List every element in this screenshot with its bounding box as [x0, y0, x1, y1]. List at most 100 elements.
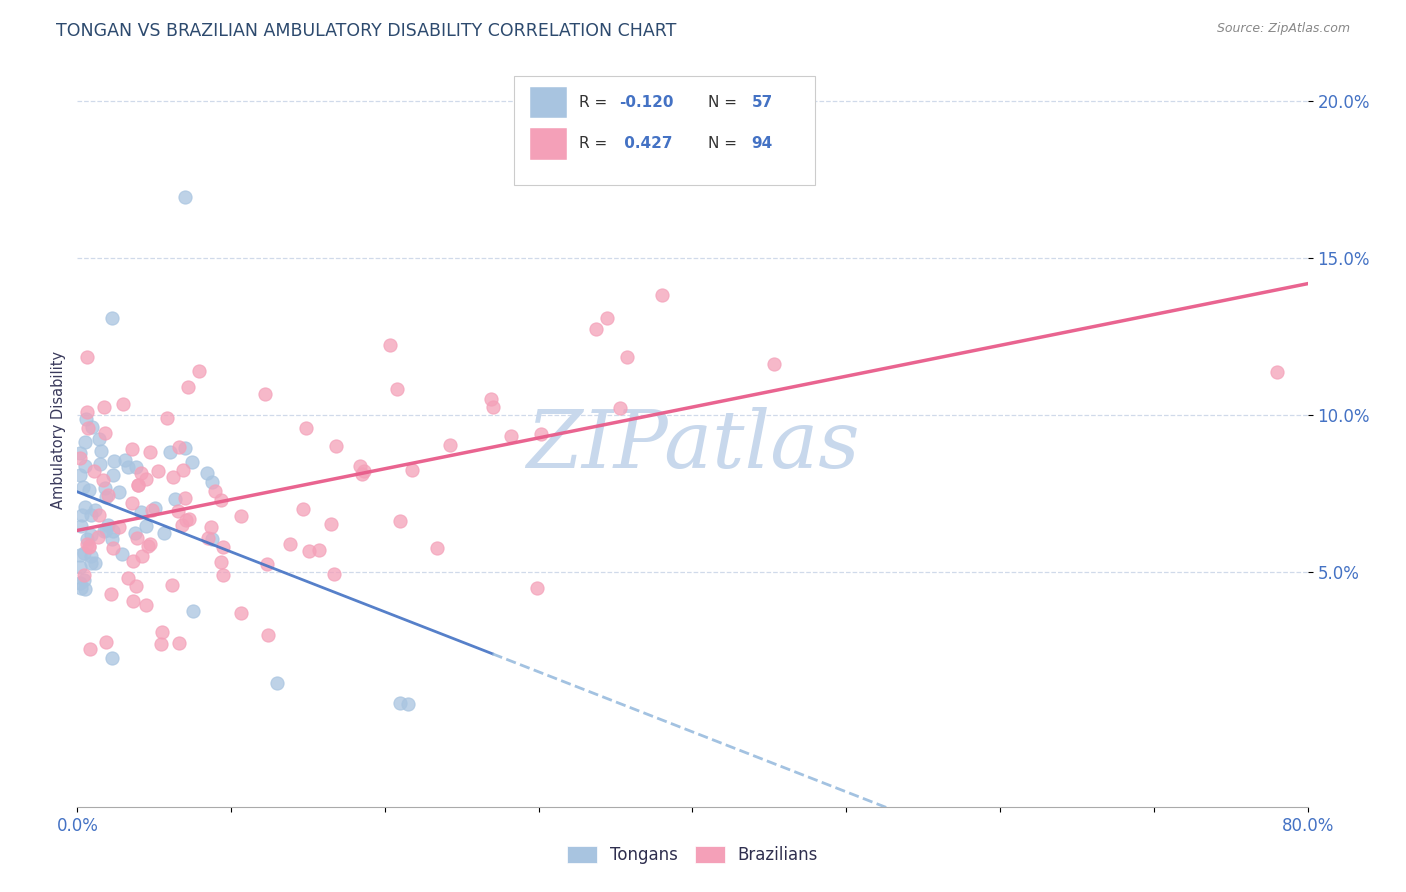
Point	[76, 405, 98, 419]
Point	[177, 512, 200, 526]
Text: -0.120: -0.120	[619, 95, 673, 110]
Point	[530, 427, 553, 442]
Point	[127, 531, 149, 545]
Point	[585, 322, 607, 336]
FancyBboxPatch shape	[530, 128, 567, 160]
Point	[325, 439, 347, 453]
Point	[439, 438, 461, 452]
Point	[69, 576, 91, 591]
Point	[121, 554, 143, 568]
Point	[94, 491, 117, 505]
Point	[167, 636, 190, 650]
Point	[211, 568, 233, 582]
Point	[204, 483, 226, 498]
Point	[762, 358, 785, 372]
Point	[121, 442, 143, 457]
Point	[138, 539, 160, 553]
Point	[97, 518, 120, 533]
Point	[79, 549, 101, 563]
Point	[231, 606, 253, 620]
Point	[91, 473, 114, 487]
Point	[80, 528, 103, 542]
Point	[388, 515, 411, 529]
Point	[200, 519, 222, 533]
Legend: Tongans, Brazilians: Tongans, Brazilians	[560, 839, 825, 871]
Point	[127, 478, 149, 492]
Point	[609, 401, 631, 415]
Point	[69, 450, 91, 465]
Point	[135, 598, 157, 612]
Point	[209, 555, 232, 569]
Point	[72, 480, 94, 494]
Point	[596, 310, 619, 325]
Point	[150, 624, 173, 639]
Point	[108, 520, 131, 534]
Point	[352, 467, 374, 482]
Point	[69, 560, 91, 574]
Point	[201, 475, 224, 489]
Point	[298, 543, 321, 558]
Point	[143, 500, 166, 515]
Point	[153, 526, 176, 541]
Point	[94, 425, 117, 440]
Point	[103, 524, 125, 538]
Point	[127, 478, 149, 492]
Point	[69, 445, 91, 459]
Point	[160, 578, 183, 592]
Point	[125, 578, 148, 592]
Point	[87, 433, 110, 447]
Point	[172, 463, 194, 477]
Point	[526, 582, 548, 596]
Text: 57: 57	[752, 95, 773, 110]
Point	[75, 434, 97, 449]
Text: R =: R =	[579, 136, 613, 152]
Point	[80, 420, 103, 434]
Point	[278, 537, 301, 551]
FancyBboxPatch shape	[530, 87, 567, 119]
Point	[77, 421, 100, 435]
Point	[87, 530, 110, 544]
Point	[149, 637, 172, 651]
Point	[167, 440, 190, 454]
Point	[291, 501, 314, 516]
Point	[76, 533, 98, 547]
Point	[396, 698, 419, 712]
Point	[380, 338, 402, 352]
Point	[156, 410, 179, 425]
Point	[499, 429, 522, 443]
Point	[93, 524, 115, 538]
Point	[174, 190, 197, 204]
Point	[101, 468, 124, 483]
Point	[129, 505, 152, 519]
Point	[177, 380, 200, 394]
Point	[294, 420, 316, 434]
Point	[479, 392, 502, 406]
Point	[1265, 365, 1288, 379]
Point	[69, 548, 91, 562]
Point	[79, 642, 101, 657]
Point	[93, 400, 115, 414]
Point	[94, 524, 117, 538]
Point	[180, 455, 202, 469]
Point	[111, 548, 134, 562]
Point	[426, 541, 449, 556]
Point	[70, 581, 93, 595]
Point	[124, 525, 146, 540]
Point	[76, 351, 98, 365]
Point	[162, 470, 184, 484]
Point	[72, 508, 94, 523]
Point	[146, 464, 169, 478]
Point	[84, 556, 107, 570]
Text: R =: R =	[579, 95, 613, 110]
Point	[401, 463, 423, 477]
Text: 0.427: 0.427	[619, 136, 672, 152]
Point	[141, 503, 163, 517]
Point	[125, 460, 148, 475]
Point	[103, 454, 125, 468]
Point	[77, 483, 100, 497]
Point	[174, 491, 197, 506]
Point	[349, 458, 371, 473]
Point	[73, 573, 96, 587]
Point	[97, 488, 120, 502]
Point	[212, 540, 235, 554]
